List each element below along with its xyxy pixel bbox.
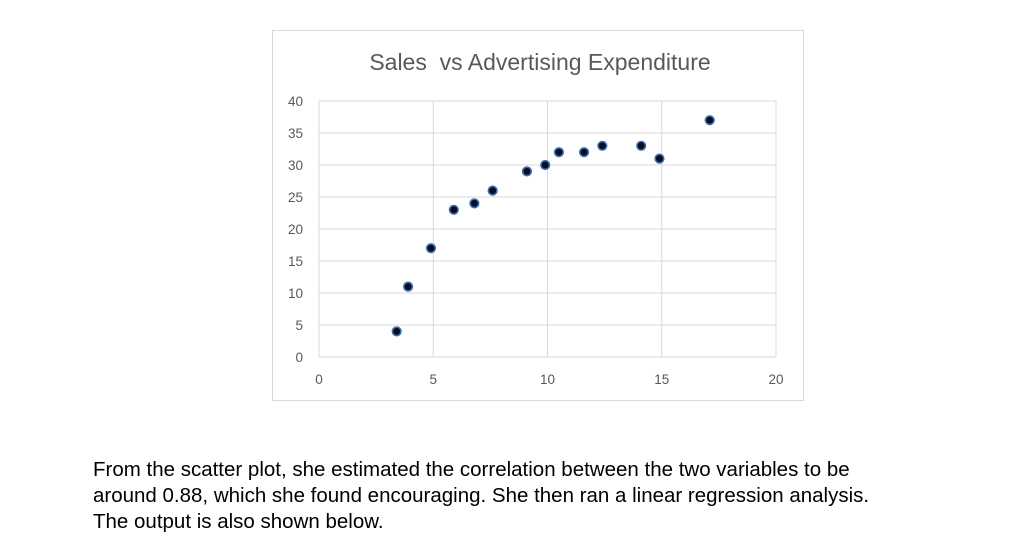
chart-title: Sales vs Advertising Expenditure [369, 49, 710, 75]
y-tick-label: 5 [295, 318, 303, 333]
caption-line: The output is also shown below. [93, 510, 384, 533]
y-tick-label: 30 [288, 158, 303, 173]
data-points [391, 115, 715, 337]
data-point [469, 198, 480, 209]
y-tick-label: 15 [288, 254, 303, 269]
y-tick-label: 25 [288, 190, 303, 205]
data-point [540, 159, 551, 171]
y-tick-label: 20 [288, 222, 303, 237]
data-point [597, 140, 608, 151]
data-point [704, 115, 715, 126]
x-tick-label: 15 [654, 372, 669, 387]
data-point [578, 147, 590, 158]
y-tick-label: 10 [288, 286, 303, 301]
x-tick-label: 5 [429, 372, 437, 387]
caption-paragraph: From the scatter plot, she estimated the… [93, 457, 993, 535]
y-tick-label: 35 [288, 126, 303, 141]
data-point [425, 243, 437, 254]
data-point [448, 204, 459, 215]
grid-lines [319, 100, 777, 357]
data-point [403, 281, 414, 292]
data-point [654, 153, 665, 164]
data-point [391, 326, 402, 337]
data-point [487, 185, 498, 196]
scatter-chart: Sales vs Advertising Expenditure 0 5 10 15 2… [272, 30, 804, 401]
x-tick-label: 10 [540, 372, 555, 387]
caption-line: around 0.88, which she found encouraging… [93, 484, 870, 507]
x-tick-label: 20 [768, 372, 783, 387]
scatter-plot-svg: Sales vs Advertising Expenditure 0 5 10 15 2… [288, 49, 784, 387]
x-tick-label: 0 [315, 372, 323, 387]
data-point [521, 166, 533, 177]
caption-line: From the scatter plot, she estimated the… [93, 458, 850, 481]
data-point [553, 147, 565, 158]
tick-labels: 0 5 10 15 20 25 30 35 40 0 5 10 15 20 [288, 94, 784, 387]
axes [318, 101, 776, 358]
y-tick-label: 0 [295, 350, 303, 365]
y-tick-label: 40 [288, 94, 303, 109]
data-point [636, 140, 647, 151]
